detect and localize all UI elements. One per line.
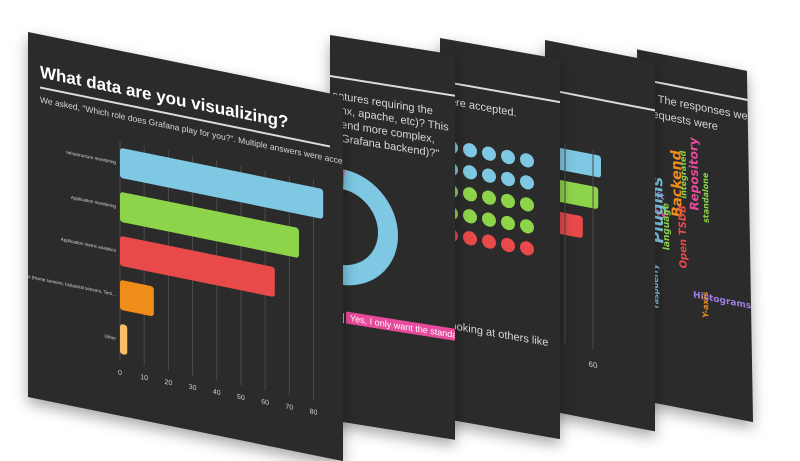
slide-stack: ?". The responses were r requests were s… [28, 32, 754, 461]
dot [501, 236, 515, 254]
x-tick-label: 30 [189, 384, 197, 393]
slide-dot-matrix[interactable]: were accepted. , looking at others like [440, 38, 560, 440]
main-bar-chart: 0 10 20 30 40 50 60 70 80 Infrastructure monitori… [28, 140, 324, 417]
dot [501, 148, 515, 166]
dot [463, 186, 477, 203]
dot [520, 196, 534, 213]
dot [482, 189, 496, 206]
x-tick-label: 40 [213, 389, 221, 398]
category-label: Infrastructure monitoring [66, 150, 116, 165]
dot [463, 230, 477, 247]
dot [463, 142, 477, 159]
x-tick-label: 70 [285, 403, 293, 412]
word-cloud-term: Open TSDB [677, 204, 690, 270]
dot [501, 214, 515, 232]
dot [520, 174, 534, 191]
slide-bar-chart-2[interactable]: 60 [545, 40, 655, 432]
word-cloud-term: standalone [700, 171, 711, 224]
dot [520, 240, 534, 257]
dot [482, 145, 496, 162]
footer-line: , looking at others like [442, 318, 549, 350]
word-cloud-term: Repository [686, 135, 702, 213]
x-tick-label: 80 [310, 408, 318, 417]
bar-chart-partial: 60 [545, 143, 601, 371]
slide-main[interactable]: What data are you visualizing? We asked,… [28, 32, 343, 461]
dot [463, 164, 477, 181]
bar [120, 236, 275, 297]
bar [120, 324, 128, 355]
category-label: Application monitoring [71, 195, 116, 209]
dot [463, 208, 477, 225]
x-tick-label: 0 [118, 369, 122, 377]
dot [482, 211, 496, 228]
dot-matrix [440, 38, 560, 257]
dot [482, 233, 496, 250]
word-cloud-term: Y-axis [700, 290, 711, 319]
x-tick-label: 20 [164, 379, 172, 388]
x-tick-label: 60 [589, 360, 598, 371]
dot [520, 152, 534, 169]
dot [501, 192, 515, 210]
dot [520, 218, 534, 235]
dot [501, 170, 515, 188]
slide-donut[interactable]: eatures requiring the ginx, apache, etc)… [330, 35, 455, 440]
bar [120, 148, 324, 219]
category-label: Application metric analytics [61, 237, 117, 253]
x-tick-label: 60 [261, 399, 269, 408]
category-label: Other [105, 334, 117, 341]
dot [482, 167, 496, 184]
bar [120, 192, 299, 258]
x-tick-label: 10 [140, 374, 148, 383]
word-cloud-term: language [661, 202, 673, 252]
donut-chart [330, 167, 398, 286]
x-tick-label: 50 [237, 394, 245, 403]
category-label: Sensor metrics (Home sensors, Industrial… [28, 268, 116, 297]
bar [120, 280, 154, 317]
